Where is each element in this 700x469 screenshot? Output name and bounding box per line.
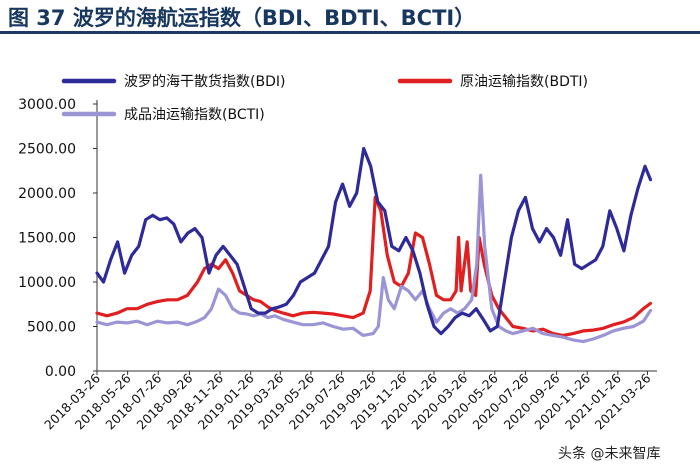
legend-item-bcti-label: 成品油运输指数(BCTI) <box>124 107 265 123</box>
series-line-bdti <box>95 195 653 337</box>
legend-item-bdi-label: 波罗的海干散货指数(BDI) <box>124 73 285 90</box>
legend-item-bdti-label: 原油运输指数(BDTI) <box>460 74 588 90</box>
chart-axes <box>96 100 657 372</box>
x-axis-ticks: 2018-03-262018-05-262018-07-262018-09-26… <box>41 370 653 432</box>
y-tick-label: 500.00 <box>27 320 76 336</box>
y-tick-label: 2000.00 <box>18 186 76 202</box>
y-tick-label: 1000.00 <box>18 275 76 291</box>
y-tick-label: 2500.00 <box>18 142 76 158</box>
y-tick-label: 3000.00 <box>18 97 76 113</box>
series-line-bdi <box>95 146 653 336</box>
title-rule <box>0 31 700 34</box>
series-line-bcti <box>95 173 653 344</box>
y-tick-label: 0.00 <box>45 364 76 380</box>
series-lines <box>95 146 653 344</box>
watermark: 头条 @未来智库 <box>558 446 661 462</box>
y-tick-label: 1500.00 <box>18 231 76 247</box>
figure-title: 图 37 波罗的海航运指数（BDI、BDTI、BCTI） <box>8 6 476 30</box>
y-axis-ticks: 3000.00 2500.00 2000.00 1500.00 1000.00 500.0… <box>18 97 97 380</box>
legend: 波罗的海干散货指数(BDI) 原油运输指数(BDTI) 成品油运输指数(BCTI) <box>61 73 588 123</box>
